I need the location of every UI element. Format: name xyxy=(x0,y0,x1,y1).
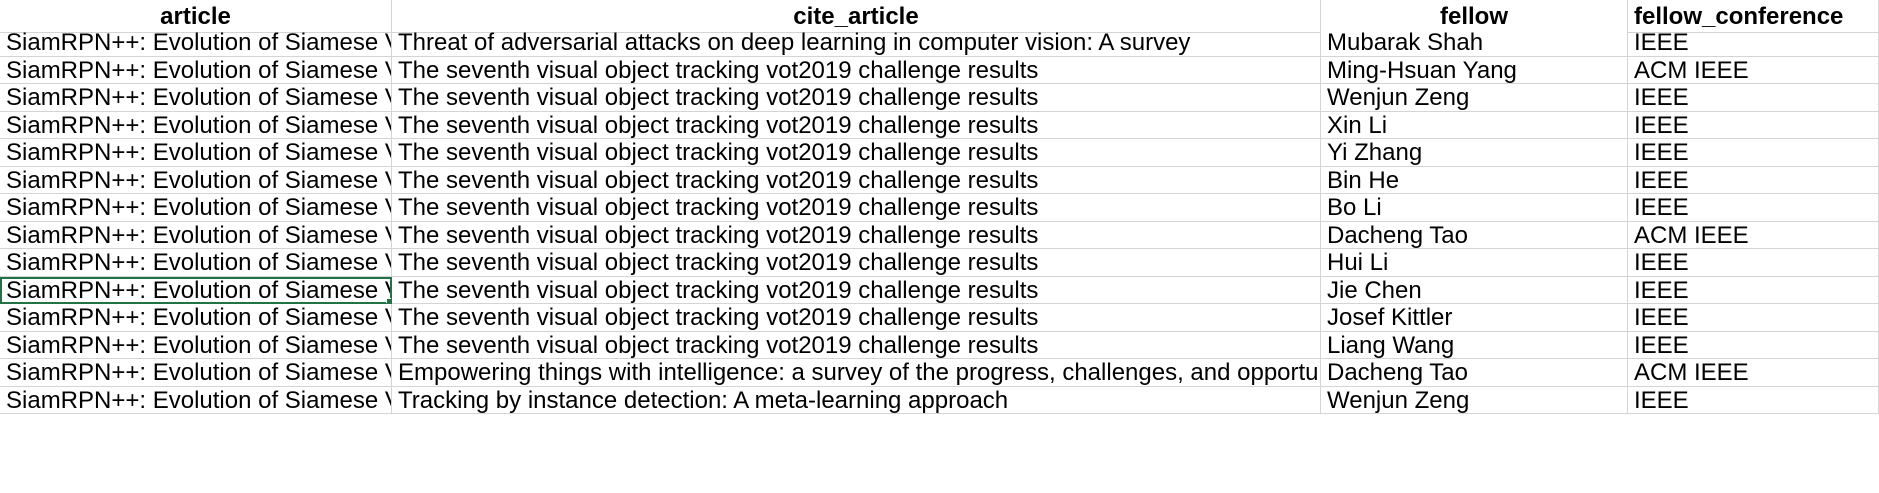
fellow-cell[interactable]: Yi Zhang xyxy=(1321,139,1628,167)
article-cell[interactable]: SiamRPN++: Evolution of Siamese Visual T… xyxy=(0,29,392,57)
fellow-cell[interactable]: Josef Kittler xyxy=(1321,304,1628,332)
table-row: SiamRPN++: Evolution of Siamese Visual T… xyxy=(0,359,1879,387)
column-header-fellow[interactable]: fellow xyxy=(1321,0,1628,33)
fellow-cell[interactable]: Wenjun Zeng xyxy=(1321,386,1628,414)
fellow-conference-cell[interactable]: IEEE xyxy=(1628,304,1879,332)
fellow-conference-cell[interactable]: IEEE xyxy=(1628,331,1879,359)
fellow-conference-cell[interactable]: ACM IEEE xyxy=(1628,221,1879,249)
cite-article-cell[interactable]: The seventh visual object tracking vot20… xyxy=(392,194,1321,222)
table-row: SiamRPN++: Evolution of Siamese Visual T… xyxy=(0,331,1879,359)
table-row: SiamRPN++: Evolution of Siamese Visual T… xyxy=(0,304,1879,332)
cite-article-cell[interactable]: Tracking by instance detection: A meta-l… xyxy=(392,386,1321,414)
table-row: SiamRPN++: Evolution of Siamese Visual T… xyxy=(0,221,1879,249)
fellow-cell[interactable]: Bin He xyxy=(1321,166,1628,194)
fellow-cell[interactable]: Mubarak Shah xyxy=(1321,29,1628,57)
article-cell[interactable]: SiamRPN++: Evolution of Siamese Visual T… xyxy=(0,84,392,112)
cite-article-cell[interactable]: The seventh visual object tracking vot20… xyxy=(392,249,1321,277)
fellow-conference-cell[interactable]: IEEE xyxy=(1628,276,1879,304)
article-cell[interactable]: SiamRPN++: Evolution of Siamese Visual T… xyxy=(0,386,392,414)
cite-article-cell[interactable]: The seventh visual object tracking vot20… xyxy=(392,331,1321,359)
article-cell[interactable]: SiamRPN++: Evolution of Siamese Visual T… xyxy=(0,166,392,194)
cite-article-cell[interactable]: The seventh visual object tracking vot20… xyxy=(392,111,1321,139)
column-header-article[interactable]: article xyxy=(0,0,392,33)
fellow-conference-cell[interactable]: IEEE xyxy=(1628,386,1879,414)
table-row: SiamRPN++: Evolution of Siamese Visual T… xyxy=(0,166,1879,194)
cite-article-cell[interactable]: The seventh visual object tracking vot20… xyxy=(392,166,1321,194)
fill-handle[interactable] xyxy=(386,298,391,304)
fellow-cell[interactable]: Wenjun Zeng xyxy=(1321,84,1628,112)
fellow-cell[interactable]: Liang Wang xyxy=(1321,331,1628,359)
article-cell[interactable]: SiamRPN++: Evolution of Siamese Visual T… xyxy=(0,221,392,249)
table-row: SiamRPN++: Evolution of Siamese Visual T… xyxy=(0,276,1879,304)
article-cell[interactable]: SiamRPN++: Evolution of Siamese Visual T… xyxy=(0,56,392,84)
fellow-conference-cell[interactable]: IEEE xyxy=(1628,249,1879,277)
fellow-conference-cell[interactable]: IEEE xyxy=(1628,84,1879,112)
table-row: SiamRPN++: Evolution of Siamese Visual T… xyxy=(0,139,1879,167)
fellow-conference-cell[interactable]: IEEE xyxy=(1628,194,1879,222)
article-cell[interactable]: SiamRPN++: Evolution of Siamese Visual T… xyxy=(0,331,392,359)
column-header-cite-article[interactable]: cite_article xyxy=(392,0,1321,33)
fellow-cell[interactable]: Dacheng Tao xyxy=(1321,221,1628,249)
article-cell[interactable]: SiamRPN++: Evolution of Siamese Visual T… xyxy=(0,276,392,304)
fellow-cell[interactable]: Hui Li xyxy=(1321,249,1628,277)
article-cell[interactable]: SiamRPN++: Evolution of Siamese Visual T… xyxy=(0,249,392,277)
fellow-cell[interactable]: Ming-Hsuan Yang xyxy=(1321,56,1628,84)
table-row: SiamRPN++: Evolution of Siamese Visual T… xyxy=(0,386,1879,414)
article-cell[interactable]: SiamRPN++: Evolution of Siamese Visual T… xyxy=(0,359,392,387)
table-row: SiamRPN++: Evolution of Siamese Visual T… xyxy=(0,84,1879,112)
fellow-cell[interactable]: Jie Chen xyxy=(1321,276,1628,304)
header-row: article cite_article fellow fellow_confe… xyxy=(0,0,1879,33)
fellow-conference-cell[interactable]: IEEE xyxy=(1628,29,1879,57)
cite-article-cell[interactable]: The seventh visual object tracking vot20… xyxy=(392,304,1321,332)
article-cell[interactable]: SiamRPN++: Evolution of Siamese Visual T… xyxy=(0,304,392,332)
cite-article-cell[interactable]: The seventh visual object tracking vot20… xyxy=(392,139,1321,167)
fellow-cell[interactable]: Dacheng Tao xyxy=(1321,359,1628,387)
cite-article-cell[interactable]: The seventh visual object tracking vot20… xyxy=(392,56,1321,84)
fellow-conference-cell[interactable]: IEEE xyxy=(1628,111,1879,139)
cite-article-cell[interactable]: Threat of adversarial attacks on deep le… xyxy=(392,29,1321,57)
article-cell[interactable]: SiamRPN++: Evolution of Siamese Visual T… xyxy=(0,139,392,167)
cite-article-cell[interactable]: Empowering things with intelligence: a s… xyxy=(392,359,1321,387)
fellow-conference-cell[interactable]: IEEE xyxy=(1628,166,1879,194)
table-row: SiamRPN++: Evolution of Siamese Visual T… xyxy=(0,56,1879,84)
article-cell[interactable]: SiamRPN++: Evolution of Siamese Visual T… xyxy=(0,111,392,139)
table-row: SiamRPN++: Evolution of Siamese Visual T… xyxy=(0,249,1879,277)
fellow-conference-cell[interactable]: ACM IEEE xyxy=(1628,56,1879,84)
column-header-fellow-conference[interactable]: fellow_conference xyxy=(1628,0,1879,33)
cite-article-cell[interactable]: The seventh visual object tracking vot20… xyxy=(392,276,1321,304)
table-row: SiamRPN++: Evolution of Siamese Visual T… xyxy=(0,194,1879,222)
article-cell[interactable]: SiamRPN++: Evolution of Siamese Visual T… xyxy=(0,194,392,222)
cite-article-cell[interactable]: The seventh visual object tracking vot20… xyxy=(392,84,1321,112)
fellow-cell[interactable]: Bo Li xyxy=(1321,194,1628,222)
fellow-cell[interactable]: Xin Li xyxy=(1321,111,1628,139)
fellow-conference-cell[interactable]: ACM IEEE xyxy=(1628,359,1879,387)
fellow-conference-cell[interactable]: IEEE xyxy=(1628,139,1879,167)
table-row: SiamRPN++: Evolution of Siamese Visual T… xyxy=(0,111,1879,139)
table-row: SiamRPN++: Evolution of Siamese Visual T… xyxy=(0,29,1879,57)
cite-article-cell[interactable]: The seventh visual object tracking vot20… xyxy=(392,221,1321,249)
